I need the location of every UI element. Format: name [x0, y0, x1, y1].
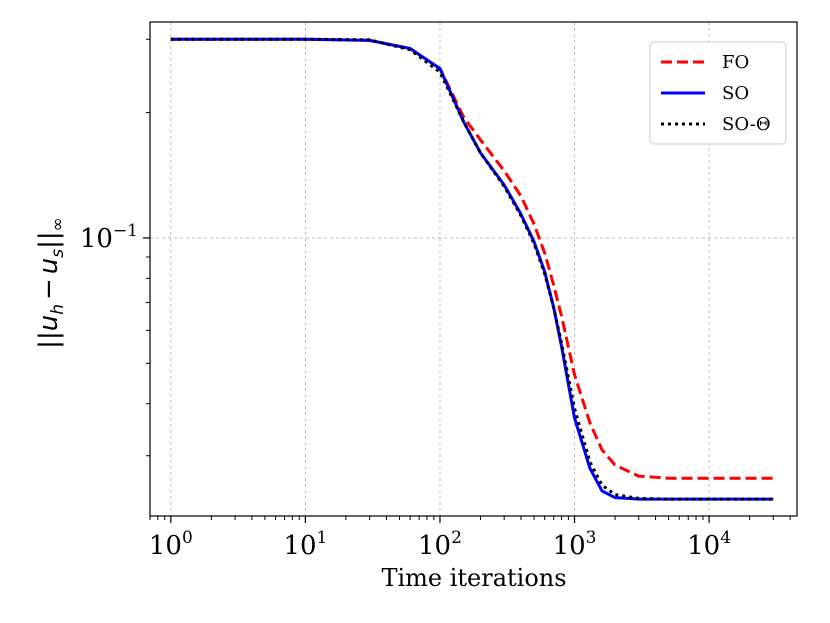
- series-lines: [170, 37, 774, 501]
- y-tick-labels: 10−1: [80, 221, 138, 254]
- series-line-so: [170, 37, 774, 501]
- x-tick-label: 101: [283, 528, 327, 561]
- major-ticks: [143, 237, 710, 523]
- x-tick-label: 104: [687, 528, 731, 561]
- x-tick-label: 100: [149, 528, 193, 561]
- x-tick-labels: 100 101 102 103 104: [149, 528, 731, 561]
- minor-ticks: [146, 38, 791, 520]
- y-axis-label: ||uh−us||∞: [34, 217, 68, 349]
- grid-lines: [150, 22, 797, 516]
- series-line-fo: [170, 37, 774, 480]
- y-tick-label: 10−1: [80, 221, 138, 254]
- x-tick-label: 103: [553, 528, 597, 561]
- legend-label-fo: FO: [722, 52, 749, 73]
- x-axis-label: Time iterations: [381, 564, 566, 592]
- plot-frame: [149, 21, 798, 517]
- svg-text:||uh−us||∞: ||uh−us||∞: [34, 217, 68, 349]
- legend-label-so-theta: SO-Θ: [722, 114, 771, 135]
- legend: FO SO SO-Θ: [649, 41, 787, 145]
- legend-label-so: SO: [722, 83, 749, 104]
- x-tick-label: 102: [418, 528, 462, 561]
- legend-box: [649, 41, 787, 145]
